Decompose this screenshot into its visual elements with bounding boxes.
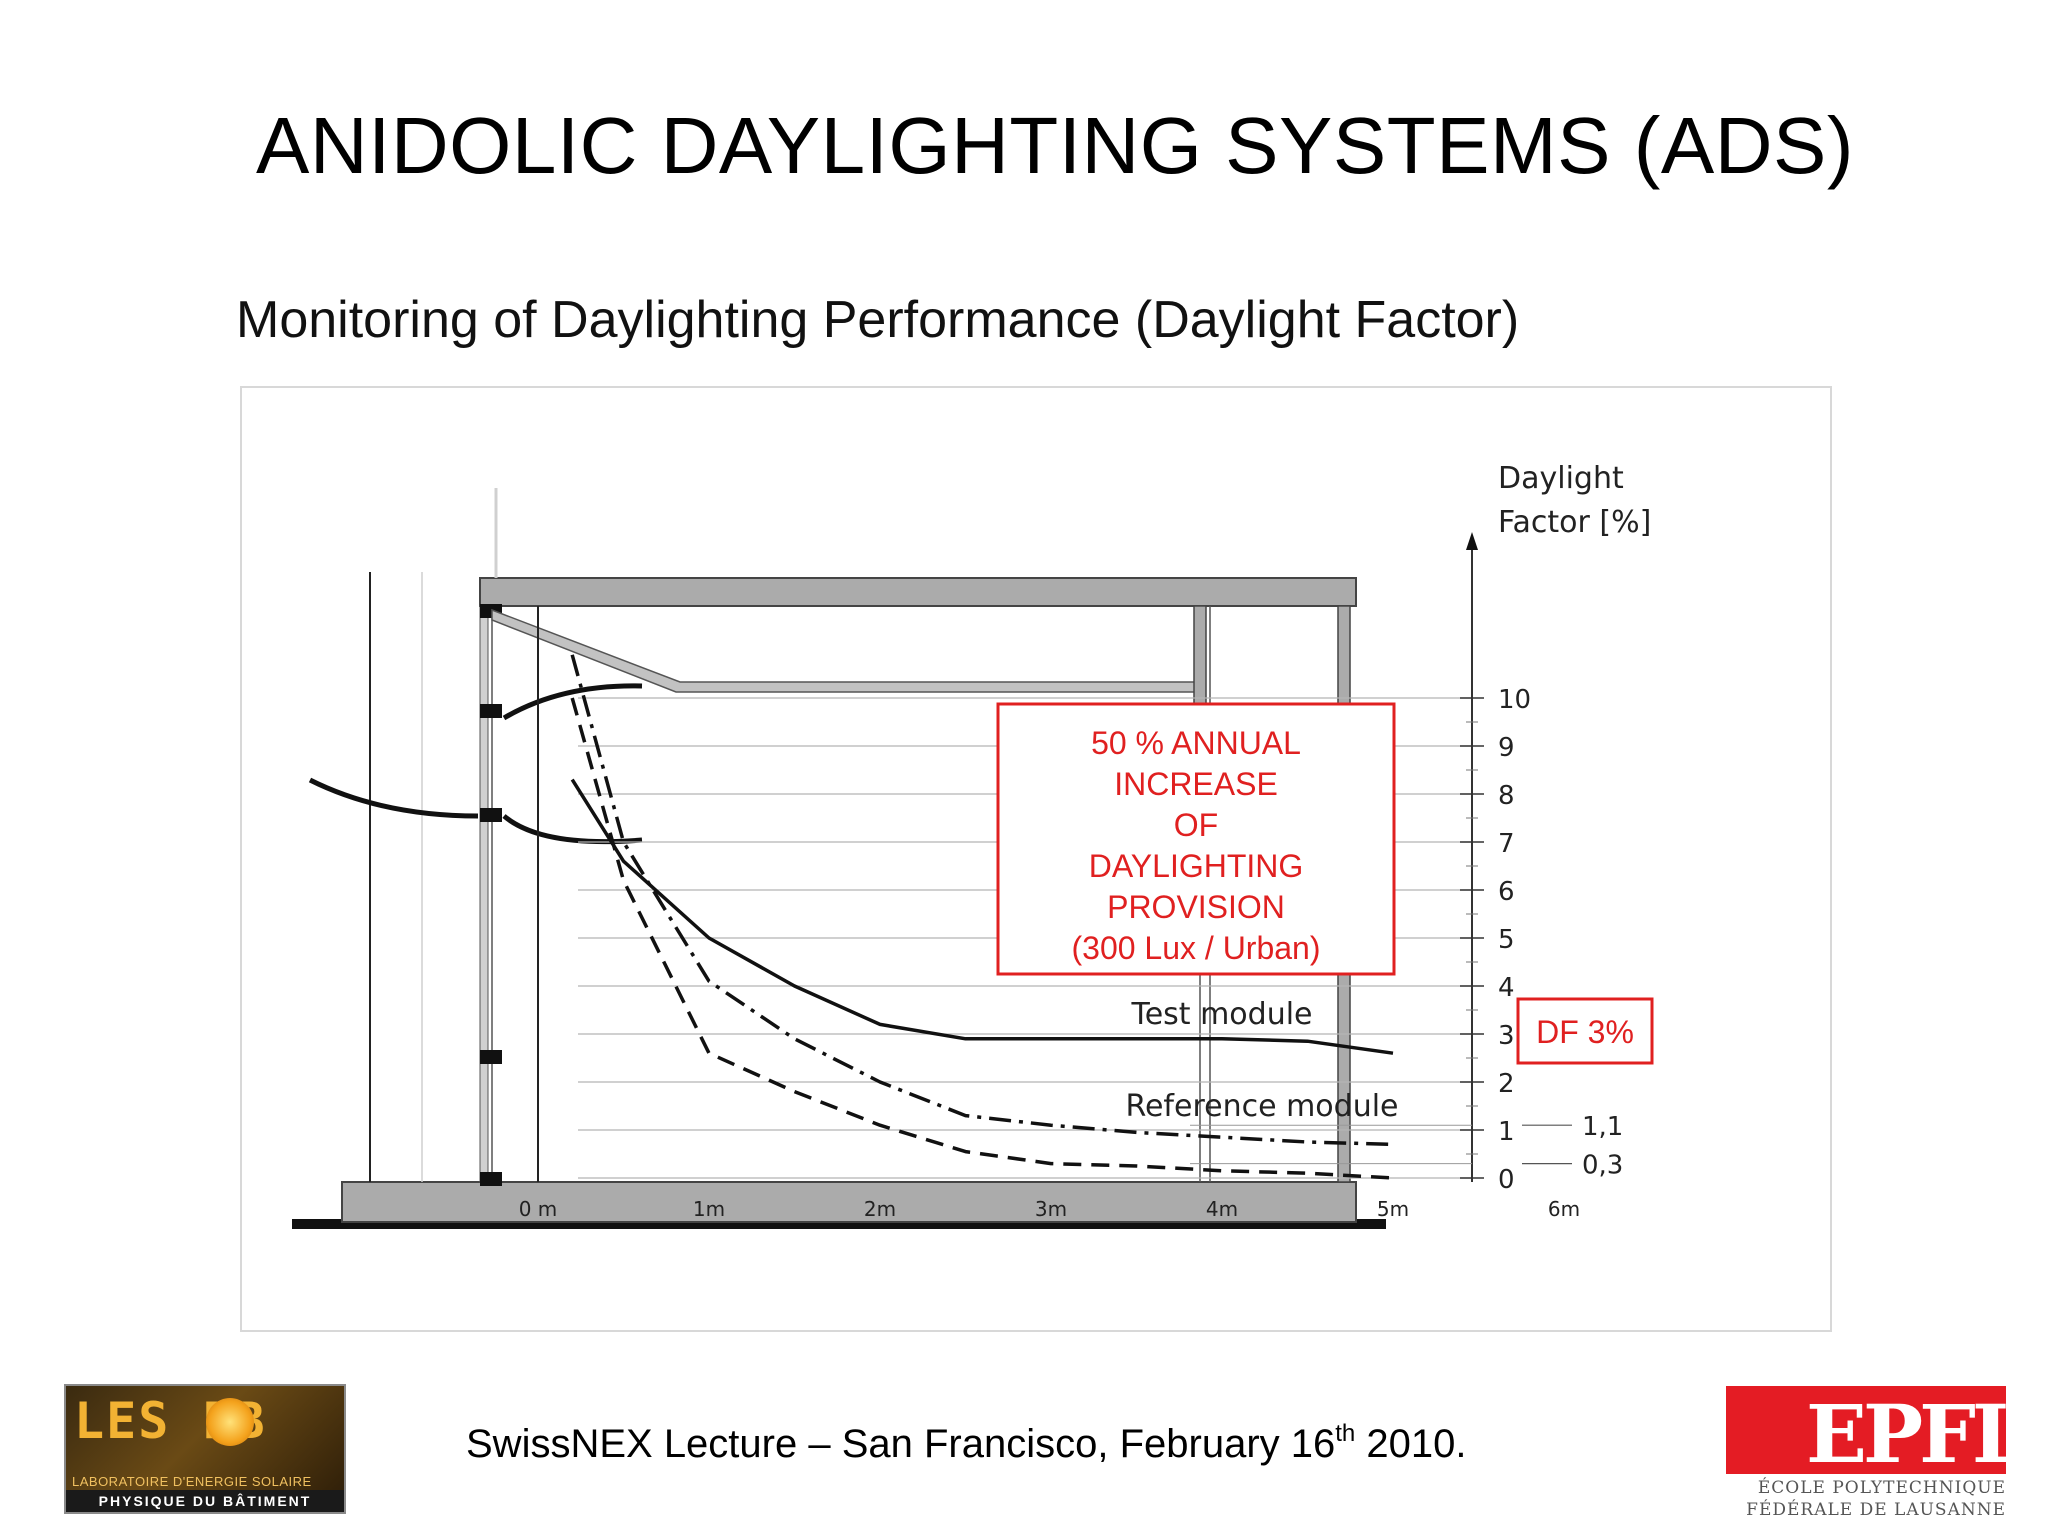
epfl-logo-line2: FÉDÉRALE DE LAUSANNE <box>1746 1500 2006 1520</box>
y-axis-title-line1: Daylight <box>1498 461 1624 496</box>
df-box <box>1516 997 1654 1065</box>
anidolic-duct <box>491 608 1203 693</box>
footer-sup: th <box>1335 1420 1356 1447</box>
slide-subtitle: Monitoring of Daylighting Performance (D… <box>236 291 1520 349</box>
annotation-line: INCREASE <box>1114 766 1278 802</box>
y-axis-title-line2: Factor [%] <box>1498 505 1651 540</box>
annotation-line: (300 Lux / Urban) <box>1071 930 1320 966</box>
y-tick-label: 5 <box>1498 925 1515 955</box>
footer-main: SwissNEX Lecture – San Francisco, Februa… <box>466 1422 1336 1466</box>
y-tick-label: 9 <box>1498 733 1515 763</box>
anidolic-collector <box>308 777 479 819</box>
chart-labels: Daylight Factor [%] 0 m 1m 2m 3m 4m 5m 6m Test mo… <box>519 461 1654 1221</box>
anidolic-collector <box>502 683 643 721</box>
side-value-label: 0,3 <box>1582 1151 1623 1181</box>
epfl-logo-word: EPFL <box>1806 1387 2028 1481</box>
x-tick-label: 2m <box>864 1197 896 1221</box>
epfl-logo-line1: ÉCOLE POLYTECHNIQUE <box>1757 1478 2006 1498</box>
y-tick-label: 8 <box>1498 781 1515 811</box>
y-tick-label: 7 <box>1498 829 1515 859</box>
annotation-line: PROVISION <box>1107 889 1285 925</box>
ground-strip <box>292 1219 1386 1229</box>
x-tick-label: 6m <box>1548 1197 1580 1221</box>
series-line-3 <box>570 697 1394 1180</box>
x-tick-label: 1m <box>693 1197 725 1221</box>
footer-text: SwissNEX Lecture – San Francisco, Februa… <box>466 1422 1467 1467</box>
x-tick-label: 3m <box>1035 1197 1067 1221</box>
series-line-2 <box>570 654 1394 1147</box>
annotation-box <box>996 702 1396 976</box>
roof-slab <box>479 577 1357 607</box>
facade-post <box>479 605 489 1183</box>
annotation-line: 50 % ANNUAL <box>1091 725 1301 761</box>
y-axis: 0 1 2 3 4 5 6 7 8 9 10 <box>1460 532 1531 1195</box>
epfl-logo: EPFL ÉCOLE POLYTECHNIQUE FÉDÉRALE DE LAU… <box>1726 1386 2028 1526</box>
figure-frame: 0 1 2 3 4 5 6 7 8 9 10 Daylight Factor [%] 0 m 1m 2m 3m… <box>240 386 1832 1332</box>
leso-logo-line2: PHYSIQUE DU BÂTIMENT <box>66 1490 344 1512</box>
facade-block <box>480 808 502 822</box>
df-box-label: DF 3% <box>1536 1014 1634 1050</box>
y-axis-arrow <box>1466 532 1478 550</box>
facade-block <box>480 1172 502 1186</box>
footer-end: 2010. <box>1355 1422 1467 1466</box>
anidolic-collector <box>502 814 643 845</box>
side-value-label: 1,1 <box>1582 1112 1623 1142</box>
series-label-test-module: Test module <box>1130 997 1312 1032</box>
facade-block <box>480 1050 502 1064</box>
floor-slab <box>341 1181 1357 1223</box>
daylight-factor-chart: 0 1 2 3 4 5 6 7 8 9 10 Daylight Factor [%] 0 m 1m 2m 3m… <box>292 461 1654 1229</box>
annotation-line: OF <box>1174 807 1218 843</box>
x-tick-label: 4m <box>1206 1197 1238 1221</box>
epfl-logo-block <box>1726 1386 2006 1474</box>
series-curves <box>570 654 1394 1180</box>
leso-logo-line1: LABORATOIRE D'ENERGIE SOLAIRE <box>72 1474 312 1489</box>
y-tick-label: 0 <box>1498 1165 1515 1195</box>
x-tick-label: 5m <box>1377 1197 1409 1221</box>
slide-title: ANIDOLIC DAYLIGHTING SYSTEMS (ADS) <box>256 101 1854 190</box>
y-tick-label: 6 <box>1498 877 1515 907</box>
series-line-1 <box>570 778 1394 1055</box>
facade-block <box>480 704 502 718</box>
leso-pb-logo: LES PB LABORATOIRE D'ENERGIE SOLAIRE PHY… <box>64 1384 346 1514</box>
annotation-line: DAYLIGHTING <box>1089 848 1304 884</box>
x-tick-label: 0 m <box>519 1197 558 1221</box>
y-tick-label: 2 <box>1498 1069 1515 1099</box>
y-tick-label: 3 <box>1498 1021 1515 1051</box>
series-label-reference-module: Reference module <box>1125 1089 1398 1124</box>
y-tick-label: 10 <box>1498 685 1531 715</box>
sun-icon <box>206 1398 254 1446</box>
y-tick-label: 1 <box>1498 1117 1515 1147</box>
y-tick-label: 4 <box>1498 973 1515 1003</box>
